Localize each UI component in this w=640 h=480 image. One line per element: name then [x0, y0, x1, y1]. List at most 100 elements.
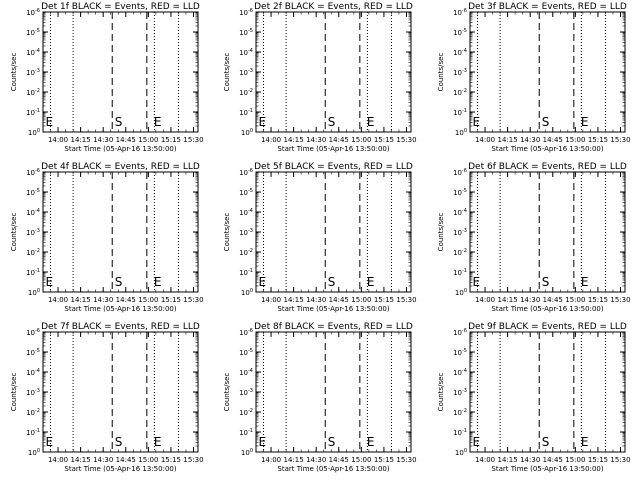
y-axis-label: Counts/sec	[10, 53, 18, 92]
x-tick-label: 15:15	[588, 296, 608, 304]
x-tick-label: 14:45	[116, 456, 136, 464]
x-tick-label: 15:30	[610, 456, 630, 464]
marker-e: E	[367, 275, 375, 289]
y-tick-label: 10-5	[453, 28, 467, 37]
x-tick-label: 15:00	[565, 456, 585, 464]
plot-title: Det 8f BLACK = Events, RED = LLD	[254, 322, 413, 332]
y-tick-label: 10-5	[453, 188, 467, 197]
x-tick-label: 15:15	[161, 296, 181, 304]
marker-s: S	[328, 115, 336, 129]
plot-frame	[42, 331, 199, 453]
marker-s: S	[542, 435, 550, 449]
x-tick-label: 14:15	[284, 136, 304, 144]
x-tick-label: 15:00	[138, 456, 158, 464]
marker-e: E	[46, 435, 54, 449]
y-tick-label: 10-4	[239, 208, 253, 217]
marker-e: E	[259, 115, 267, 129]
y-tick-label: 10-6	[453, 328, 467, 337]
marker-e: E	[46, 275, 54, 289]
x-axis-label: Start Time (05-Apr-16 13:50:00)	[491, 145, 603, 153]
x-axis-label: Start Time (05-Apr-16 13:50:00)	[277, 305, 389, 313]
x-tick-label: 14:15	[71, 456, 91, 464]
y-tick-label: 10-4	[239, 368, 253, 377]
plot-frame	[255, 171, 412, 293]
y-tick-label: 10-6	[239, 328, 253, 337]
y-tick-label: 10-1	[239, 108, 253, 117]
x-tick-label: 15:30	[396, 296, 416, 304]
y-tick-label: 10-6	[26, 328, 40, 337]
x-tick-label: 15:30	[183, 296, 203, 304]
x-tick-label: 14:15	[284, 296, 304, 304]
plot-frame	[255, 11, 412, 133]
y-axis-label: Counts/sec	[223, 373, 231, 412]
y-tick-label: 10-4	[26, 208, 40, 217]
x-tick-label: 14:45	[329, 456, 349, 464]
y-tick-label: 10-1	[239, 428, 253, 437]
detector-plot-7: Det 7f BLACK = Events, RED = LLD Counts/s…	[10, 322, 204, 473]
x-tick-label: 15:00	[351, 296, 371, 304]
x-tick-label: 14:30	[306, 296, 326, 304]
x-tick-label: 14:15	[284, 456, 304, 464]
y-tick-label: 10-5	[239, 348, 253, 357]
y-tick-label: 10-1	[453, 268, 467, 277]
x-tick-label: 14:15	[71, 296, 91, 304]
x-tick-label: 14:15	[71, 136, 91, 144]
x-tick-label: 15:30	[610, 296, 630, 304]
marker-e: E	[367, 115, 375, 129]
x-tick-label: 15:00	[351, 456, 371, 464]
x-axis-label: Start Time (05-Apr-16 13:50:00)	[277, 465, 389, 473]
y-axis-label: Counts/sec	[437, 213, 445, 252]
plot-title: Det 1f BLACK = Events, RED = LLD	[41, 2, 200, 12]
x-tick-label: 14:45	[543, 296, 563, 304]
y-tick-label: 10-6	[239, 168, 253, 177]
marker-e: E	[367, 435, 375, 449]
marker-s: S	[542, 275, 550, 289]
y-tick-label: 100	[455, 288, 467, 297]
y-tick-label: 10-2	[453, 88, 467, 97]
x-tick-label: 14:00	[475, 296, 495, 304]
plot-title: Det 3f BLACK = Events, RED = LLD	[468, 2, 627, 12]
x-tick-label: 14:30	[520, 456, 540, 464]
x-tick-label: 14:15	[498, 296, 518, 304]
plot-title: Det 5f BLACK = Events, RED = LLD	[254, 162, 413, 172]
y-tick-label: 10-2	[239, 408, 253, 417]
marker-e: E	[473, 435, 481, 449]
detector-plot-8: Det 8f BLACK = Events, RED = LLD Counts/s…	[223, 322, 417, 473]
y-tick-label: 100	[241, 128, 253, 137]
plot-title: Det 6f BLACK = Events, RED = LLD	[468, 162, 627, 172]
x-tick-label: 15:30	[396, 136, 416, 144]
y-tick-label: 10-3	[453, 228, 467, 237]
y-tick-label: 10-6	[26, 8, 40, 17]
x-tick-label: 15:00	[351, 136, 371, 144]
x-tick-label: 14:30	[306, 136, 326, 144]
x-tick-label: 14:45	[329, 296, 349, 304]
x-axis-label: Start Time (05-Apr-16 13:50:00)	[277, 145, 389, 153]
y-tick-label: 100	[28, 448, 40, 457]
y-tick-label: 10-5	[239, 28, 253, 37]
x-tick-label: 14:15	[498, 456, 518, 464]
y-tick-label: 10-2	[453, 408, 467, 417]
x-tick-label: 14:30	[520, 296, 540, 304]
plot-frame	[469, 171, 626, 293]
y-tick-label: 10-2	[239, 88, 253, 97]
x-tick-label: 14:45	[116, 136, 136, 144]
x-tick-label: 14:00	[475, 136, 495, 144]
x-axis-label: Start Time (05-Apr-16 13:50:00)	[64, 465, 176, 473]
y-tick-label: 10-1	[26, 268, 40, 277]
marker-s: S	[328, 435, 336, 449]
plot-title: Det 7f BLACK = Events, RED = LLD	[41, 322, 200, 332]
x-tick-label: 14:30	[306, 456, 326, 464]
x-tick-label: 14:00	[48, 296, 68, 304]
x-tick-label: 14:30	[520, 136, 540, 144]
x-tick-label: 15:15	[374, 296, 394, 304]
y-tick-label: 10-4	[239, 48, 253, 57]
y-tick-label: 10-4	[453, 368, 467, 377]
y-tick-label: 10-3	[239, 68, 253, 77]
y-tick-label: 10-4	[26, 368, 40, 377]
x-tick-label: 15:30	[396, 456, 416, 464]
y-tick-label: 10-3	[239, 388, 253, 397]
x-tick-label: 14:45	[543, 136, 563, 144]
marker-s: S	[328, 275, 336, 289]
y-tick-label: 100	[28, 288, 40, 297]
